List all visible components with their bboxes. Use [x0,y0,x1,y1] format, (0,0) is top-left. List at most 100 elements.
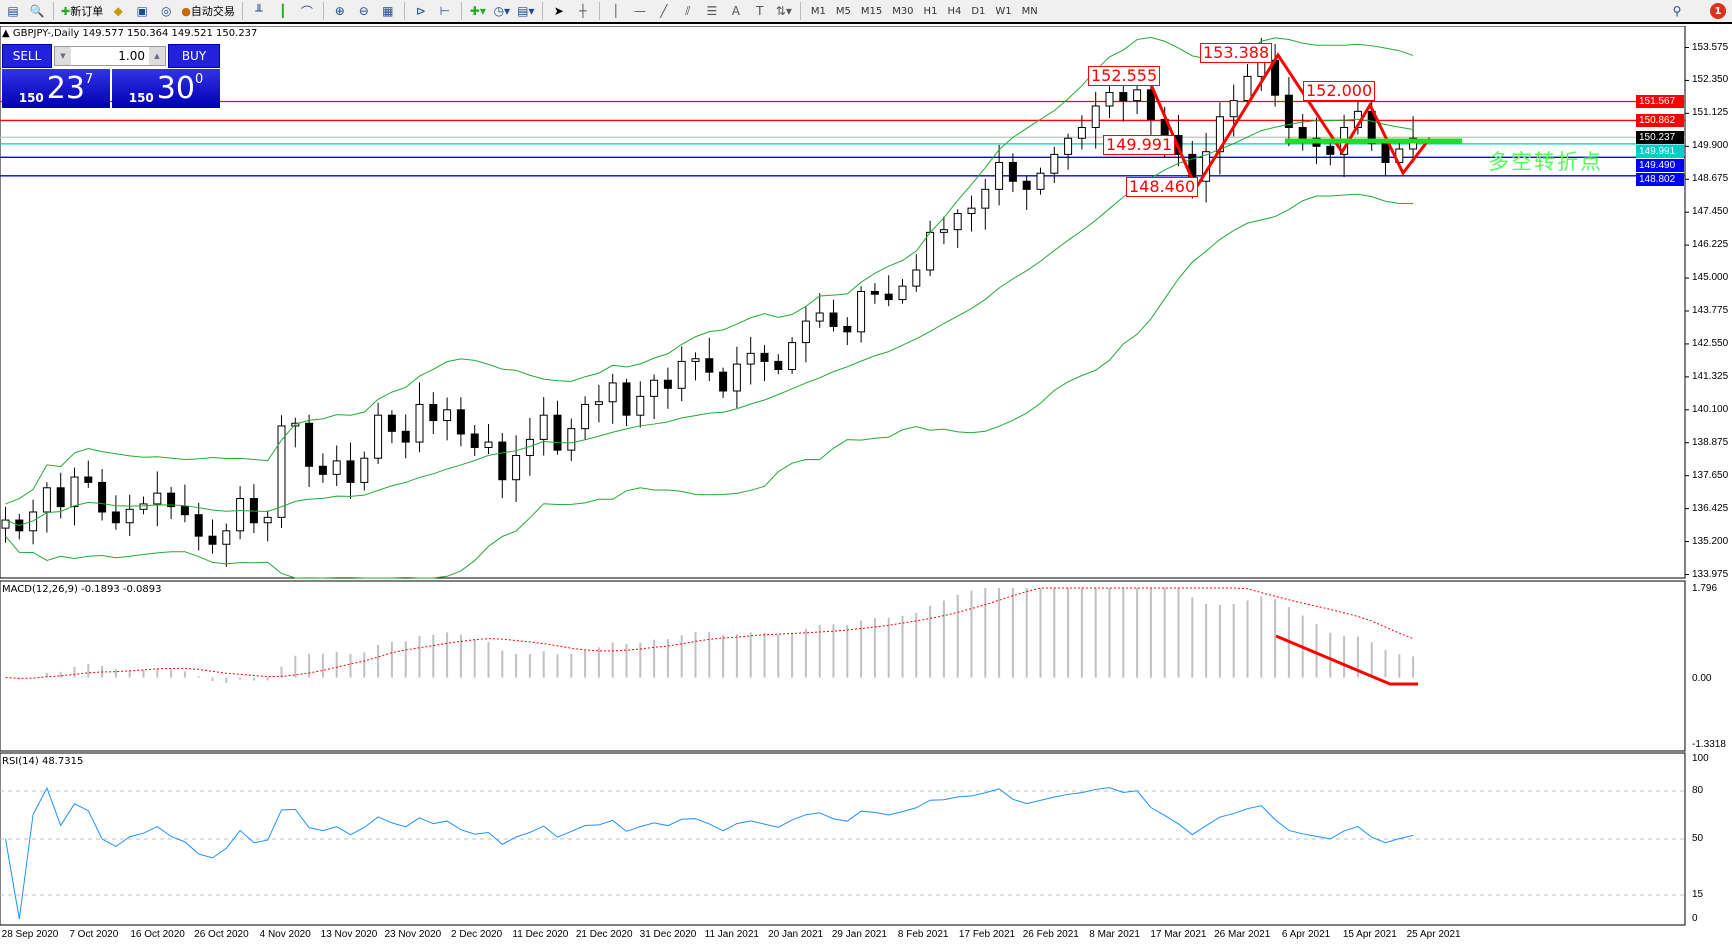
market-watch-icon[interactable]: ◆ [113,4,123,18]
candle [194,514,203,537]
bar-chart-icon[interactable]: ╨ [255,4,263,18]
toolbar: ▤ 🔍 ✚ 新订单 ◆ ▣ ◎ ● 自动交易 ╨ ┃ ⌒ ⊕ ⊖ ▦ ⊳ ⊢ ✚▾ … [0,0,1732,24]
new-order-label: 新订单 [70,5,104,18]
trendline-icon[interactable]: ╱ [660,4,668,18]
zoom-out-icon[interactable]: ⊖ [358,4,369,18]
price-level-tag: 150.237 [1636,131,1684,145]
price-axis-label: 138.875 [1692,436,1729,448]
candle [1105,92,1114,107]
date-axis-label: 29 Jan 2021 [831,929,887,940]
candle [70,476,79,508]
search-icon[interactable]: ⚲ [1672,4,1682,18]
turning-point-annotation: 多空转折点 [1488,150,1603,174]
candle [1243,75,1252,102]
price-axis-label: 142.550 [1692,337,1729,349]
price-axis-label: 145.000 [1692,272,1729,284]
candle [608,382,617,403]
fibonacci-icon[interactable]: ☰ [706,4,718,18]
date-axis-label: 6 Apr 2021 [1281,929,1331,940]
periods-icon[interactable]: ◷▾ [493,4,511,18]
candle [953,213,962,231]
date-axis-label: 21 Dec 2020 [575,929,633,940]
price-axis-label: 136.425 [1692,502,1729,514]
rsi-panel-frame [0,752,1686,926]
signals-icon[interactable]: ◎ [160,4,172,18]
rsi-axis-label: 100 [1692,753,1709,764]
zoom-page-icon[interactable]: 🔍 [29,4,45,18]
date-axis-label: 23 Nov 2020 [384,929,442,940]
text-label-icon[interactable]: T [756,4,764,18]
auto-trading-icon: ● [181,4,191,18]
arrows-icon[interactable]: ⇅▾ [775,4,792,18]
menu-icon[interactable]: ▤ [7,4,19,18]
horizontal-line-icon[interactable]: — [633,4,646,18]
price-axis-label: 146.225 [1692,239,1729,251]
timeframe-h4[interactable]: H4 [947,5,962,17]
sell-price[interactable]: 150 23 7 [2,69,110,108]
timeframe-m5[interactable]: M5 [835,5,851,17]
sell-price-main: 23 [46,71,85,106]
timeframe-m1[interactable]: M1 [810,5,826,17]
candle [815,312,824,322]
timeframe-d1[interactable]: D1 [971,5,986,17]
price-level-tag: 149.991 [1636,145,1684,159]
cursor-icon[interactable]: ➤ [553,4,564,18]
timeframe-m15[interactable]: M15 [860,5,883,17]
chart-shift-icon[interactable]: ⊢ [439,4,451,18]
timeframe-w1[interactable]: W1 [995,5,1012,17]
text-icon[interactable]: A [731,4,740,18]
date-axis-label: 2 Dec 2020 [451,929,503,940]
candle [677,360,686,389]
price-level-tag: 148.802 [1636,173,1684,187]
candles [1,37,1418,567]
notification-badge[interactable]: 1 [1710,3,1726,19]
divider [541,2,543,20]
line-chart-icon[interactable]: ⌒ [300,4,313,19]
candle [995,161,1004,190]
candle [236,498,245,532]
macd-panel-frame [0,580,1686,752]
lot-increase-icon[interactable]: ▲ [149,47,165,65]
lot-decrease-icon[interactable]: ▼ [55,47,71,65]
data-window-icon[interactable]: ▣ [136,4,148,18]
candle [1298,126,1307,139]
candle [1284,94,1293,128]
timeframe-m30[interactable]: M30 [892,5,914,17]
timeframe-mn[interactable]: MN [1021,5,1038,17]
date-axis-label: 15 Apr 2021 [1342,929,1397,940]
buy-price[interactable]: 150 30 0 [112,69,220,108]
indicators-icon[interactable]: ✚▾ [469,4,486,18]
zoom-in-icon[interactable]: ⊕ [334,4,345,18]
candle [1008,161,1017,182]
buy-price-main: 30 [156,71,195,106]
candle [870,291,879,295]
auto-trading-label: 自动交易 [190,5,235,18]
lot-size-input[interactable]: ▼ 1.00 ▲ [54,46,166,66]
sell-price-pip: 7 [84,72,94,87]
candle [732,363,741,392]
sell-button[interactable]: SELL [2,44,52,68]
candlestick-icon[interactable]: ┃ [279,4,287,18]
buy-button[interactable]: BUY [168,44,220,68]
tile-windows-icon[interactable]: ▦ [382,4,394,18]
auto-trading-button[interactable]: ● 自动交易 [179,1,237,21]
buy-price-pip: 0 [194,72,204,87]
candle [42,487,51,513]
candle [884,293,893,301]
vertical-line-icon[interactable]: │ [612,4,620,18]
timeframe-h1[interactable]: H1 [923,5,938,17]
candle [553,414,562,451]
rsi-axis-label: 0 [1692,913,1698,924]
candle [981,188,990,209]
templates-icon[interactable]: ▤▾ [517,4,535,18]
lot-value[interactable]: 1.00 [118,49,145,63]
chart-canvas[interactable] [0,26,1732,947]
date-axis-label: 28 Sep 2020 [1,929,59,940]
new-order-button[interactable]: ✚ 新订单 [59,1,105,21]
autoscroll-icon[interactable]: ⊳ [415,4,426,18]
price-axis-label: 147.450 [1692,206,1729,218]
candle [98,481,107,513]
crosshair-icon[interactable]: ┼ [579,4,587,18]
macd-signal-line [5,587,1414,679]
equidistant-channel-icon[interactable]: ⫽ [685,3,691,18]
